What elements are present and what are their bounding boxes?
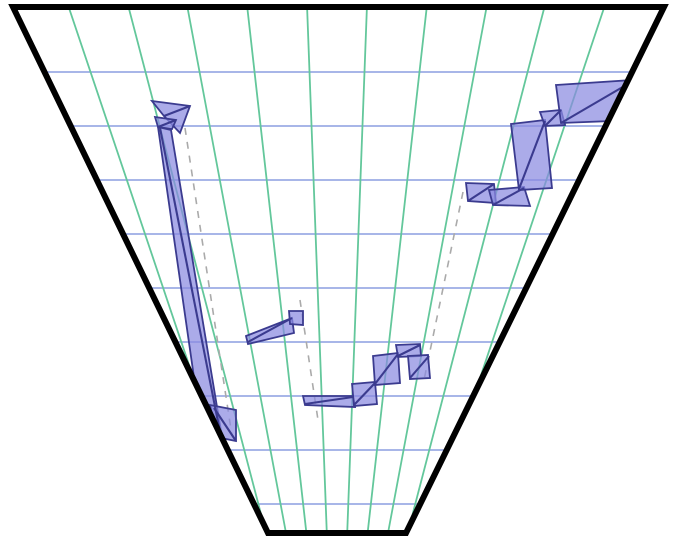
- diag-low-2: [353, 382, 376, 406]
- radial-gridline-2: [186, 7, 338, 533]
- radial-gridline-7: [336, 7, 488, 533]
- radial-gridline-3: [246, 7, 338, 533]
- radial-gridline-6: [336, 7, 428, 533]
- diag-right-2: [492, 187, 525, 206]
- diag-low-5: [409, 355, 430, 379]
- radial-gridline-8: [336, 7, 546, 533]
- diag-low-3: [374, 353, 399, 385]
- diag-low-1: [304, 395, 354, 406]
- diag-mid-1: [247, 317, 293, 343]
- sector-boundary: [8, 3, 669, 536]
- diag-right-1: [467, 183, 495, 202]
- diag-left-4: [213, 407, 237, 442]
- diag-left-2: [157, 119, 177, 128]
- diag-right-4: [544, 109, 562, 127]
- data-diagonal-marks: [157, 80, 634, 442]
- diag-left-3: [158, 127, 223, 438]
- diag-left-1: [163, 105, 191, 117]
- dashed-guide-left: [184, 127, 233, 437]
- diag-right-3: [518, 120, 546, 190]
- dashed-guide-right: [423, 191, 464, 381]
- diag-low-4: [397, 344, 421, 357]
